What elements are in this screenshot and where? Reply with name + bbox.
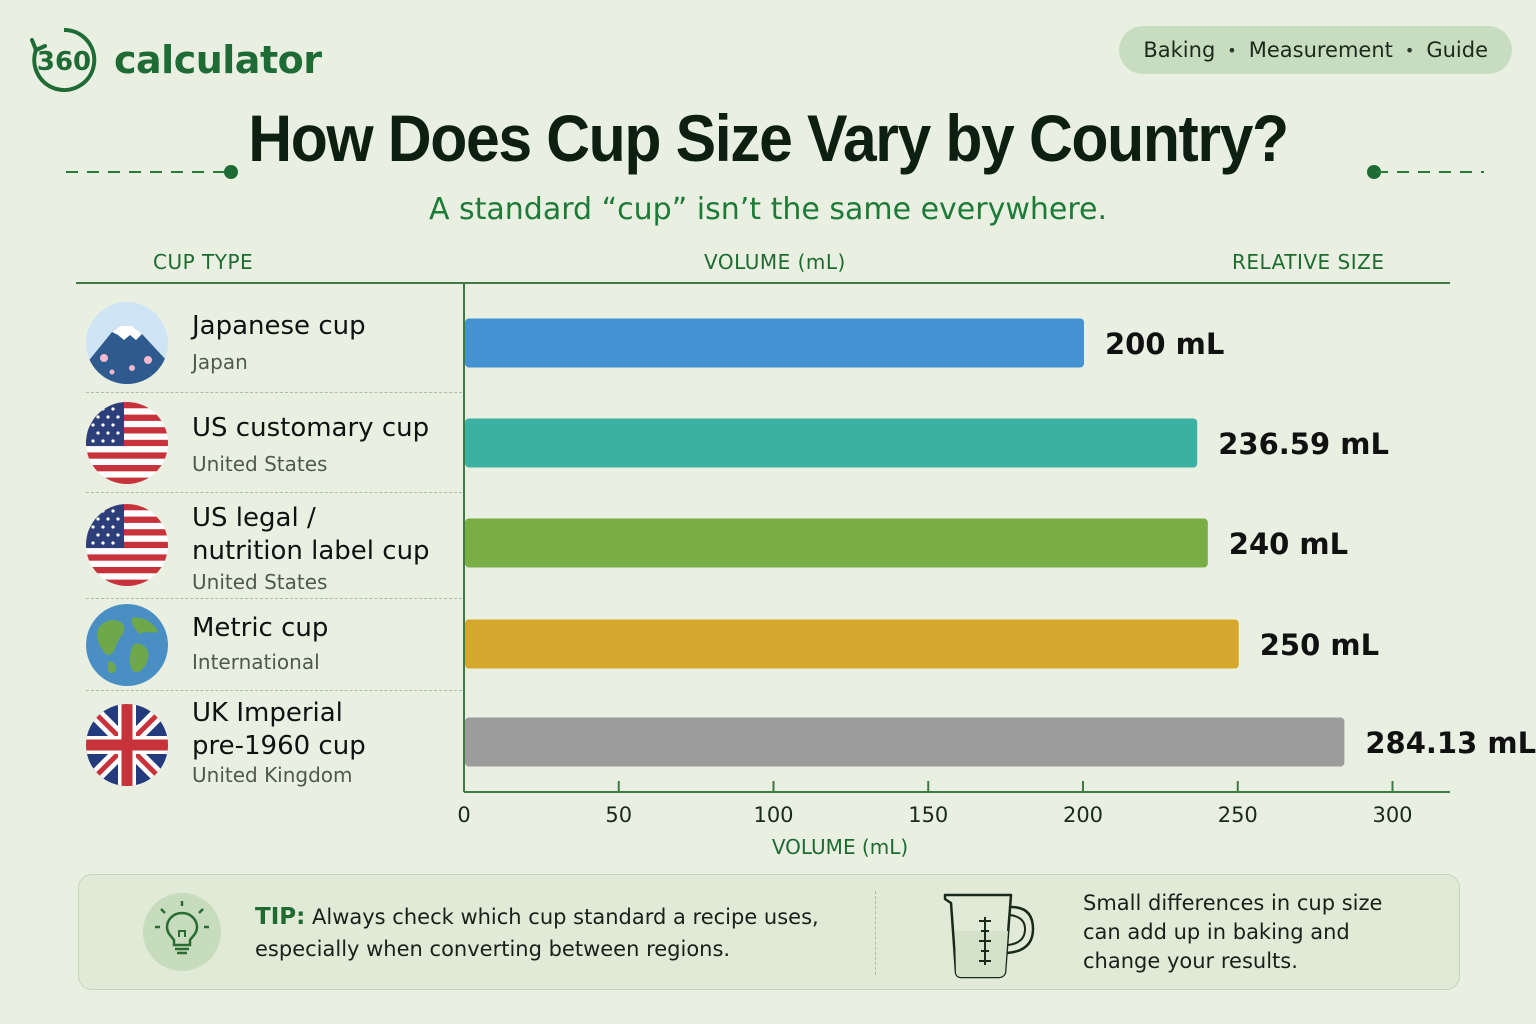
row-uk-imperial-cup: UK Imperial pre-1960 cup United Kingdom: [86, 698, 462, 796]
column-header-relative-size: RELATIVE SIZE: [1232, 250, 1385, 274]
row-divider: [86, 598, 462, 599]
x-tick-label: 0: [457, 803, 470, 827]
measuring-cup-icon: [943, 893, 1035, 979]
tip-line-2: especially when converting between regio…: [255, 937, 731, 961]
bar-2: [465, 418, 1198, 468]
row-name-line: US customary cup: [192, 413, 430, 443]
row-metric-cup: Metric cup International: [86, 604, 462, 690]
separator-dot: •: [1227, 40, 1237, 60]
x-tick-label: 150: [908, 803, 948, 827]
tip-divider: [875, 891, 876, 975]
row-name-line: Japanese cup: [192, 311, 366, 341]
brand-logo[interactable]: 360 calculator: [28, 24, 322, 96]
mount-fuji-icon: [86, 302, 168, 384]
x-tick-label: 200: [1063, 803, 1103, 827]
header-rule: [76, 282, 1450, 284]
category-tags: Baking • Measurement • Guide: [1119, 26, 1512, 74]
tag-baking[interactable]: Baking: [1143, 38, 1216, 62]
row-us-legal-cup: US legal / nutrition label cup United St…: [86, 502, 462, 598]
x-tick-label: 250: [1218, 803, 1258, 827]
title-deco-right: [1367, 165, 1484, 179]
bar-value-label: 200 mL: [1105, 327, 1224, 361]
separator-dot: •: [1404, 40, 1415, 60]
brand-name: calculator: [114, 38, 322, 82]
page-title: How Does Cup Size Vary by Country?: [248, 101, 1289, 175]
row-name-line: US legal /: [192, 503, 316, 533]
title-deco-left: [66, 165, 238, 179]
logo-mark-icon: 360: [30, 27, 97, 92]
bar-value-label: 250 mL: [1260, 628, 1379, 662]
bar-4: [465, 619, 1239, 669]
x-tick-label: 300: [1372, 803, 1412, 827]
bar-value-label: 236.59 mL: [1218, 427, 1389, 461]
bar-5: [465, 717, 1345, 767]
bar-value-label: 240 mL: [1229, 527, 1348, 561]
column-header-cup-type: CUP TYPE: [153, 250, 254, 274]
note-text: Small differences in cup size can add up…: [1083, 889, 1423, 976]
bar-1: [465, 318, 1084, 368]
row-country: International: [192, 650, 320, 674]
row-divider: [86, 392, 462, 393]
us-flag-icon: [86, 402, 168, 484]
column-header-volume: VOLUME (mL): [704, 250, 846, 274]
tag-guide[interactable]: Guide: [1426, 38, 1488, 62]
note-line: Small differences in cup size: [1083, 891, 1383, 915]
tip-line-1: Always check which cup standard a recipe…: [312, 905, 819, 929]
tag-measurement[interactable]: Measurement: [1248, 38, 1393, 62]
row-country: United Kingdom: [192, 763, 353, 787]
x-axis-label: VOLUME (mL): [772, 835, 908, 859]
row-country: Japan: [192, 350, 248, 374]
tip-text: TIP: Always check which cup standard a r…: [255, 901, 855, 965]
page-subtitle: A standard “cup” isn’t the same everywhe…: [428, 192, 1108, 227]
row-name-line: nutrition label cup: [192, 536, 430, 566]
row-name-line: Metric cup: [192, 613, 329, 643]
us-flag-icon: [86, 504, 168, 586]
bar-chart: 200 mL 236.59 mL 240 mL 250 mL 284.13 mL 0 50 1…: [457, 284, 1536, 859]
row-divider: [86, 690, 462, 691]
note-line: can add up in baking and: [1083, 920, 1350, 944]
row-us-customary-cup: US customary cup United States: [86, 402, 462, 492]
bar-3: [465, 518, 1208, 568]
tip-box: TIP: Always check which cup standard a r…: [78, 874, 1460, 990]
x-tick-label: 100: [753, 803, 793, 827]
lightbulb-icon: [143, 893, 221, 971]
logo-mark-text: 360: [37, 47, 91, 77]
note-line: change your results.: [1083, 949, 1298, 973]
globe-icon: [86, 604, 168, 686]
row-country: United States: [192, 570, 328, 594]
row-japanese-cup: Japanese cup Japan: [86, 302, 462, 392]
bar-value-label: 284.13 mL: [1365, 726, 1536, 760]
row-name-line: pre-1960 cup: [192, 731, 366, 761]
tip-label: TIP:: [255, 904, 306, 930]
row-country: United States: [192, 452, 328, 476]
row-name-line: UK Imperial: [192, 698, 343, 728]
row-divider: [86, 492, 462, 493]
x-tick-label: 50: [605, 803, 632, 827]
